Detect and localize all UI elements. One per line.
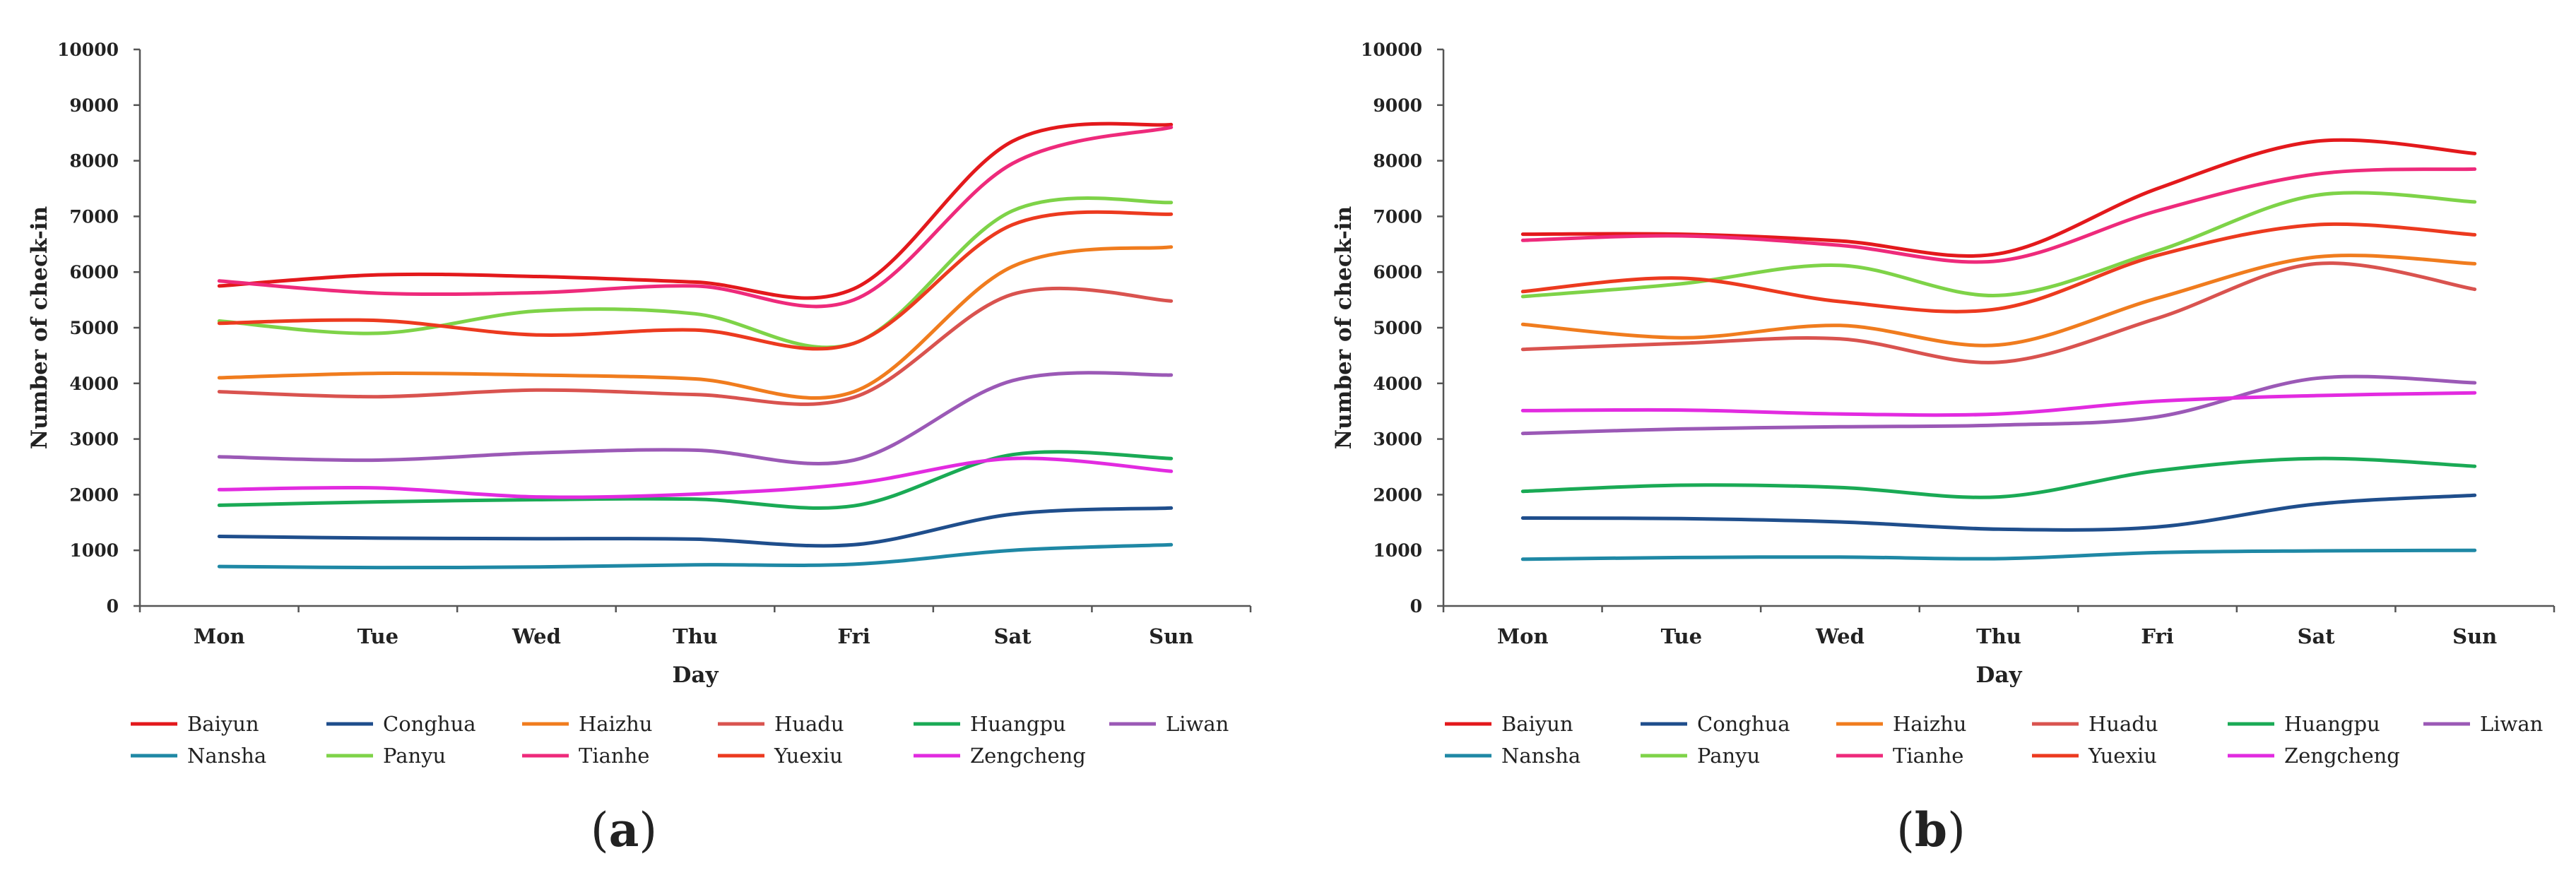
y-tick-label: 10000 [57,40,119,60]
x-tick-label: Tue [358,624,398,648]
y-tick-label: 5000 [1373,318,1422,338]
legend-label: Liwan [2480,712,2543,736]
series-line-baiyun [1520,138,2477,258]
series-line-huadu [217,286,1174,406]
y-tick-label: 5000 [69,318,119,338]
legend-label: Zengcheng [2284,744,2400,768]
x-tick-label: Sun [2452,624,2497,648]
x-axis-title: Day [1976,662,2023,688]
series-line-zengcheng [1520,391,2477,417]
legend-label: Haizhu [579,712,653,736]
legend-label: Huangpu [2284,712,2380,736]
legend: Baiyun Conghua Haizhu Huadu Huangpu Liwan Nans… [131,712,1229,768]
y-tick-label: 9000 [1373,95,1422,116]
y-tick-label: 8000 [69,151,119,172]
x-tick-label: Thu [673,624,718,648]
series-line-baiyun [217,121,1174,300]
series-line-yuexiu [217,210,1174,351]
legend-label: Baiyun [187,712,259,736]
legend-label: Yuexiu [2088,744,2157,768]
y-tick-label: 6000 [69,262,119,283]
panel-label: (a) [591,802,657,857]
legend-label: Huadu [2088,712,2158,736]
legend-label: Panyu [383,744,446,768]
legend-label: Huadu [774,712,844,736]
panel-label-close: ) [1947,803,1966,857]
legend-label: Conghua [383,712,476,736]
panel-label-letter: b [1915,802,1947,857]
legend-label: Panyu [1697,744,1760,768]
x-tick-label: Sat [2298,624,2336,648]
y-tick-label: 4000 [1373,374,1422,394]
legend-label: Nansha [1501,744,1581,768]
y-tick-label: 1000 [1373,540,1422,561]
series-line-nansha [217,542,1174,570]
series-line-liwan [217,371,1174,465]
legend-label: Yuexiu [774,744,843,768]
panel-label-open: ( [591,803,609,857]
legend-label: Liwan [1166,712,1229,736]
series-line-liwan [1520,374,2477,436]
legend-label: Conghua [1697,712,1790,736]
legend-label: Tianhe [1893,744,1963,768]
panel-label-open: ( [1896,803,1915,857]
y-tick-label: 7000 [69,206,119,227]
series-line-huangpu [1520,456,2477,499]
y-tick-label: 2000 [69,484,119,505]
y-tick-label: 3000 [1373,429,1422,450]
legend-label: Tianhe [579,744,649,768]
y-tick-label: 3000 [69,429,119,450]
x-tick-label: Fri [2141,624,2173,648]
y-tick-label: 1000 [69,540,119,561]
panel-label-close: ) [639,803,657,857]
x-tick-label: Wed [512,624,561,648]
series-line-panyu [1520,191,2477,299]
y-tick-label: 9000 [69,95,119,116]
legend-label: Haizhu [1893,712,1967,736]
y-tick-label: 10000 [1361,40,1422,60]
x-tick-label: Sat [994,624,1032,648]
series-line-haizhu [1520,254,2477,347]
legend-label: Zengcheng [970,744,1086,768]
panel-label: (b) [1896,802,1966,857]
y-tick-label: 6000 [1373,262,1422,283]
series-line-zengcheng [217,456,1174,499]
series-line-nansha [1520,548,2477,561]
y-tick-label: 4000 [69,374,119,394]
chart-panel-a: 0 1000 2000 3000 4000 5000 6000 7000 8000 9000 100… [27,40,1252,857]
series-line-panyu [217,196,1174,350]
series-line-conghua [217,506,1174,548]
chart-panel-b: 0 1000 2000 3000 4000 5000 6000 7000 8000 9000 100… [1331,40,2556,857]
x-tick-label: Mon [1497,624,1549,648]
x-tick-label: Thu [1976,624,2021,648]
y-tick-label: 2000 [1373,484,1422,505]
x-tick-label: Tue [1661,624,1702,648]
x-axis-title: Day [673,662,719,688]
y-tick-label: 7000 [1373,206,1422,227]
legend-label: Nansha [187,744,266,768]
x-tick-label: Mon [194,624,245,648]
y-axis-title: Number of check-in [27,206,52,449]
series-line-huangpu [217,450,1174,510]
series-line-tianhe [1520,167,2477,264]
series-line-yuexiu [1520,222,2477,314]
panel-label-letter: a [609,802,639,857]
y-axis-title: Number of check-in [1331,206,1357,449]
x-tick-label: Wed [1815,624,1865,648]
legend-label: Baiyun [1501,712,1573,736]
series-line-conghua [1520,493,2477,532]
x-tick-label: Fri [837,624,870,648]
legend: Baiyun Conghua Haizhu Huadu Huangpu Liwan Nans… [1445,712,2543,768]
y-tick-label: 8000 [1373,151,1422,172]
series-line-haizhu [217,245,1174,400]
legend-label: Huangpu [970,712,1066,736]
y-tick-label: 0 [1410,596,1422,617]
series-line-huadu [1520,261,2477,364]
series-line-tianhe [217,125,1174,309]
y-tick-label: 0 [107,596,119,617]
x-tick-label: Sun [1149,624,1193,648]
